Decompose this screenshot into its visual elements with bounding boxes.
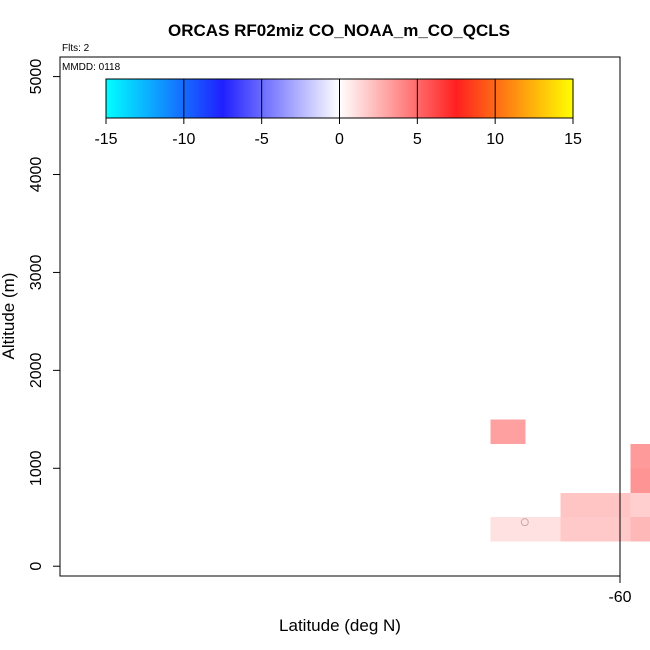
heatmap-cells (490, 419, 650, 542)
sample-point (520, 518, 529, 527)
colorbar-tick-label: 15 (564, 131, 582, 148)
date-text: MMDD: 0118 (62, 62, 121, 73)
x-tick-label: -60 (608, 589, 631, 606)
sample-points (520, 518, 529, 527)
heatmap-cell (630, 468, 650, 493)
colorbar-tick-label: -15 (94, 131, 117, 148)
flights-count-text: Flts: 2 (62, 43, 90, 54)
heatmap-cell (525, 517, 561, 542)
y-tick-label: 5000 (28, 59, 45, 95)
heatmap-cell (560, 517, 596, 542)
y-axis-label: Altitude (m) (0, 273, 18, 360)
heatmap-cell (595, 517, 631, 542)
colorbar-tick-label: 0 (335, 131, 344, 148)
heatmap-cell (595, 492, 631, 518)
x-axis-label: Latitude (deg N) (279, 616, 401, 635)
y-tick-label: 1000 (28, 450, 45, 486)
colorbar-tick-label: -10 (172, 131, 195, 148)
heatmap-cell (560, 492, 596, 518)
x-axis: -60 (608, 576, 632, 606)
y-tick-label: 0 (28, 562, 45, 571)
y-tick-label: 2000 (28, 352, 45, 388)
heatmap-cell (490, 419, 526, 444)
colorbar-ticks: -15 -10 -5 0 5 10 15 (94, 79, 582, 148)
y-axis: 0 1000 2000 3000 4000 5000 (28, 59, 61, 571)
heatmap-cell (490, 517, 526, 542)
chart-title: ORCAS RF02miz CO_NOAA_m_CO_QCLS (168, 21, 510, 40)
colorbar-tick-label: 10 (486, 131, 504, 148)
colorbar: -15 -10 -5 0 5 10 15 (94, 78, 582, 148)
heatmap-cell (630, 443, 650, 469)
y-tick-label: 4000 (28, 157, 45, 193)
y-tick-label: 3000 (28, 255, 45, 291)
colorbar-tick-label: 5 (413, 131, 422, 148)
heatmap-cell (630, 492, 650, 518)
heatmap-cell (630, 517, 650, 542)
colorbar-tick-label: -5 (255, 131, 269, 148)
